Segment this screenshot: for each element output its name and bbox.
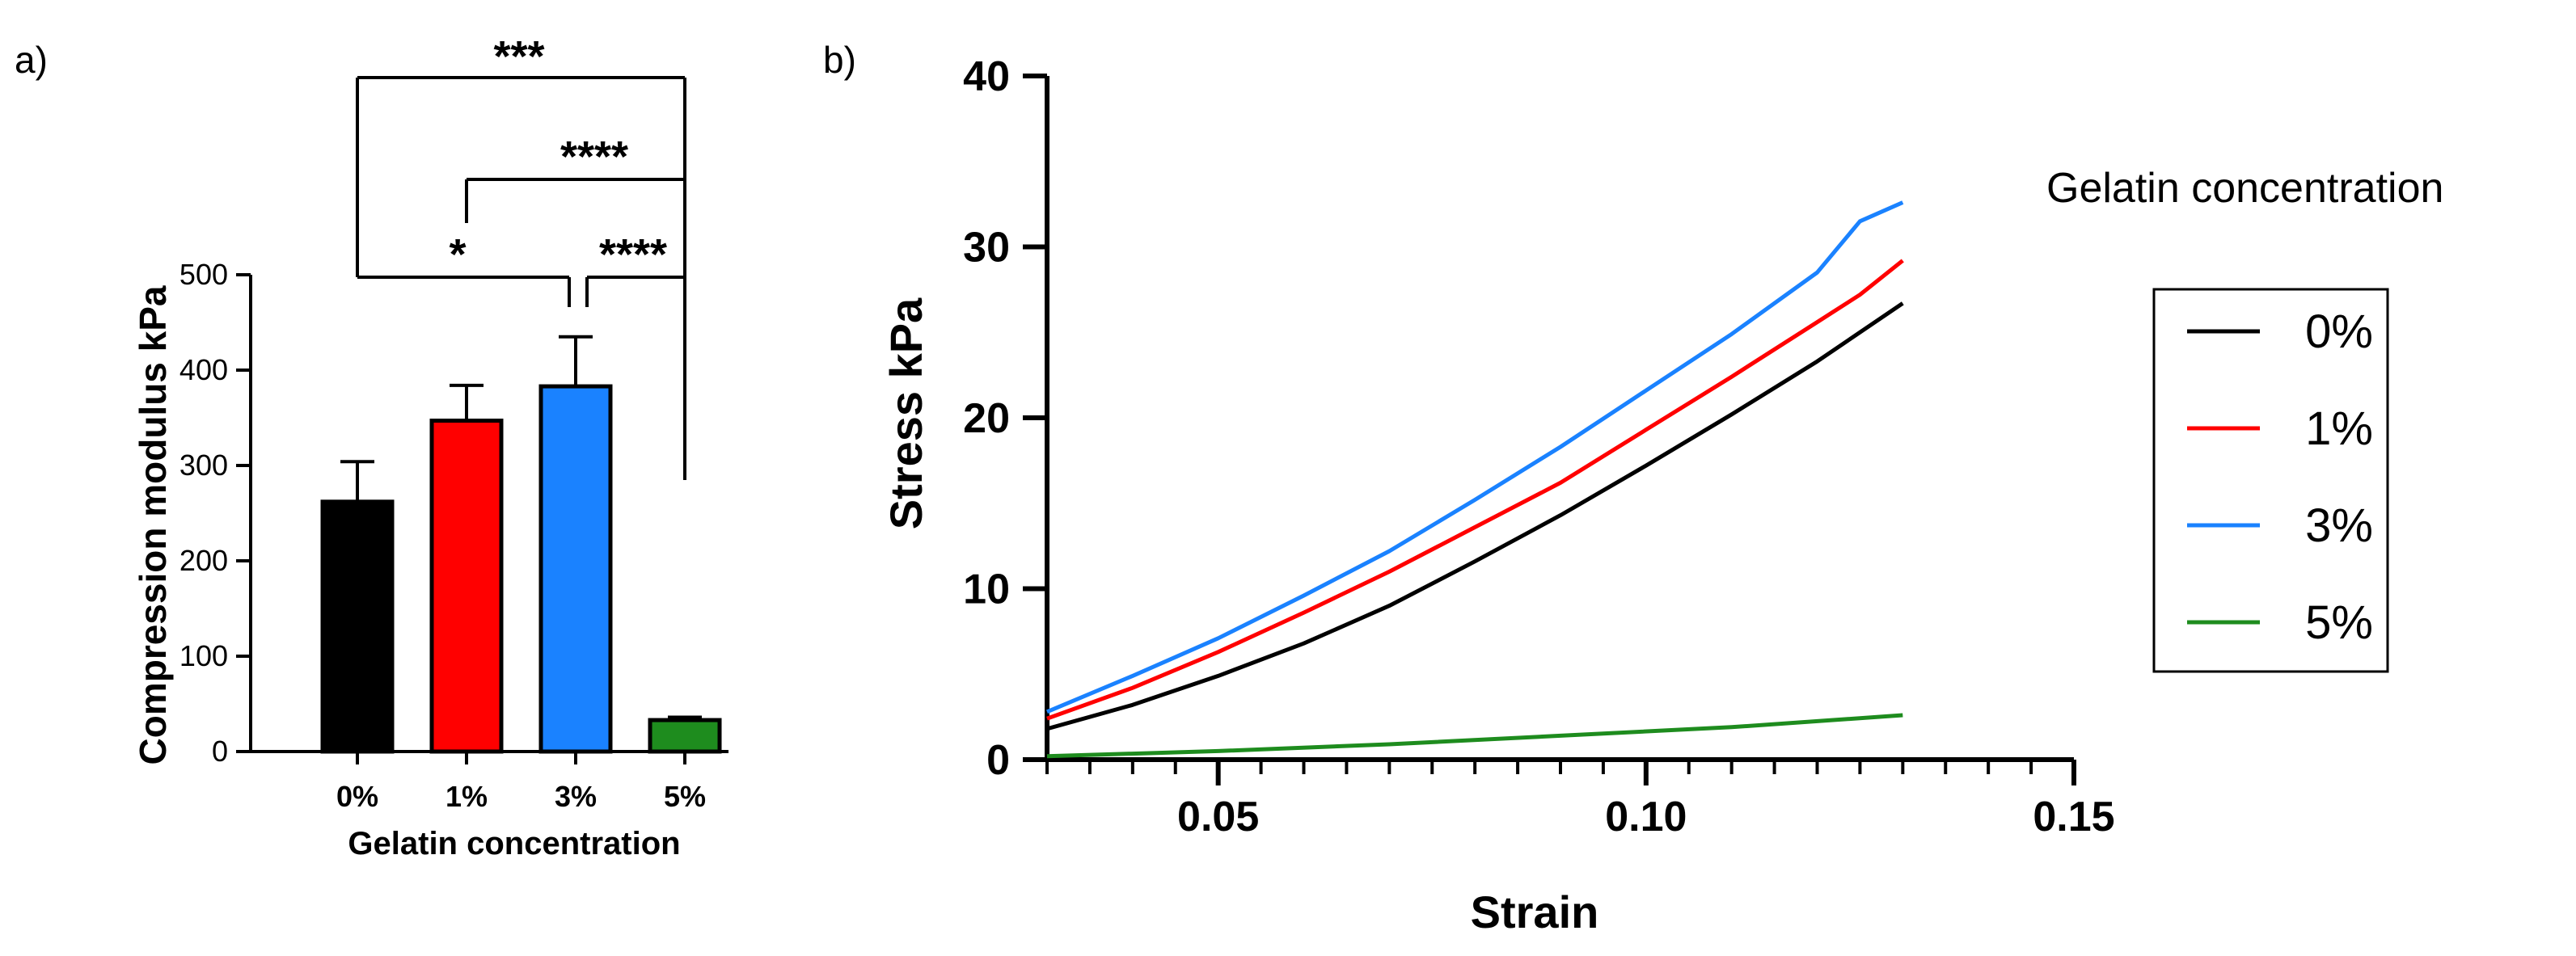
bar xyxy=(538,384,613,754)
bar-y-tick-label: 400 xyxy=(179,353,228,386)
bar-x-tick-label: 5% xyxy=(664,780,706,813)
bar-y-tick-label: 0 xyxy=(212,735,228,768)
legend-box xyxy=(2152,288,2389,673)
line-chart: 0 10 20 30 40 0.05 0.10 0.15 xyxy=(963,53,2114,840)
sig-label: *** xyxy=(493,32,544,81)
sig-label: **** xyxy=(560,133,628,181)
bar-y-tick-label: 300 xyxy=(179,449,228,482)
series-line xyxy=(1046,301,1904,731)
sig-label: * xyxy=(449,230,466,279)
line-x-tick-label: 0.10 xyxy=(1605,794,1687,840)
bar-x-axis-title: Gelatin concentration xyxy=(348,826,680,861)
panel-label-b: b) xyxy=(823,39,856,81)
bar xyxy=(648,718,722,754)
line-y-axis-title: Stress kPa xyxy=(880,297,931,529)
legend-label: 3% xyxy=(2305,499,2373,552)
bar-y-tick-label: 200 xyxy=(179,544,228,577)
legend-items: 0% 1% 3% 5% xyxy=(2187,305,2373,649)
series-line xyxy=(1046,713,1903,759)
panel-label-a: a) xyxy=(15,39,48,81)
line-x-axis-title: Strain xyxy=(1471,887,1599,937)
sig-label: **** xyxy=(599,230,667,279)
bar-y-axis-title: Compression modulus kPa xyxy=(132,285,174,764)
bar xyxy=(429,419,504,754)
series-line xyxy=(1046,200,1904,714)
bar-x-tick-label: 1% xyxy=(446,780,488,813)
legend-label: 1% xyxy=(2305,402,2373,455)
line-x-tick-label: 0.05 xyxy=(1177,794,1259,840)
legend-label: 5% xyxy=(2305,596,2373,649)
series-line xyxy=(1046,259,1904,721)
bar-y-tick-label: 100 xyxy=(179,639,228,672)
line-y-tick-label: 0 xyxy=(986,737,1010,784)
line-y-tick-label: 10 xyxy=(963,566,1010,613)
legend-label: 0% xyxy=(2305,305,2373,358)
bar-x-tick-label: 0% xyxy=(336,780,378,813)
line-y-tick-label: 40 xyxy=(963,53,1010,100)
line-y-tick-label: 30 xyxy=(963,225,1010,272)
bar xyxy=(320,499,395,754)
line-x-tick-label: 0.15 xyxy=(2033,794,2114,840)
bar-x-tick-label: 3% xyxy=(555,780,597,813)
line-y-tick-label: 20 xyxy=(963,395,1010,442)
bar-y-tick-label: 500 xyxy=(179,258,228,291)
legend-title: Gelatin concentration xyxy=(2046,165,2443,212)
